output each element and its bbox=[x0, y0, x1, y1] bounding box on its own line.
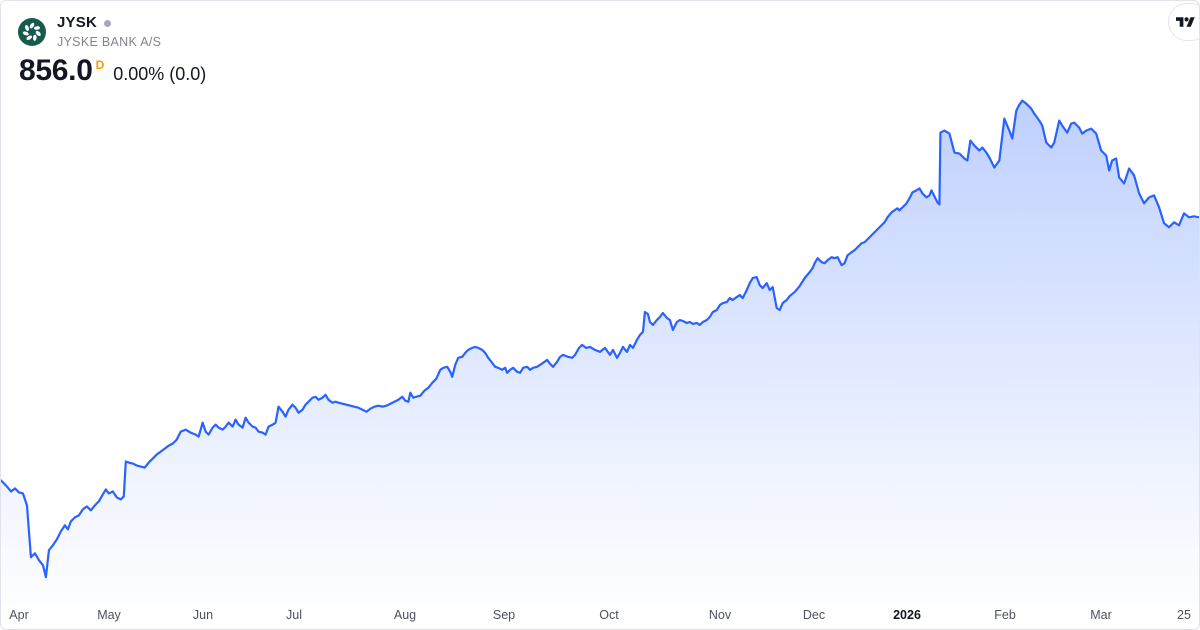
x-axis-label: Oct bbox=[599, 608, 619, 622]
x-axis-label: May bbox=[97, 608, 121, 622]
jyske-bank-logo-icon bbox=[18, 18, 46, 46]
x-axis-label: Apr bbox=[9, 608, 29, 622]
tradingview-logo-badge[interactable] bbox=[1168, 3, 1199, 41]
x-axis-label: Aug bbox=[393, 608, 417, 622]
x-axis-label: Feb bbox=[994, 608, 1016, 622]
x-axis-label: Sep bbox=[492, 608, 516, 622]
x-axis-label: Nov bbox=[708, 608, 732, 622]
area-fill bbox=[1, 100, 1199, 604]
symbol-ticker: JYSK bbox=[57, 14, 97, 31]
x-axis-label: Dec bbox=[802, 608, 826, 622]
x-axis-label: Jun bbox=[192, 608, 214, 622]
market-status-dot-icon bbox=[104, 19, 111, 27]
x-axis-label: Mar bbox=[1090, 608, 1112, 622]
price-line bbox=[1, 99, 1199, 579]
x-axis-label: Jul bbox=[286, 608, 302, 622]
x-axis-label: 2026 bbox=[893, 608, 921, 622]
x-axis-label: 25 bbox=[1177, 608, 1191, 622]
x-axis: Apr May Jun Jul Aug Sep Oct Nov Dec 2026 Feb Mar 25 bbox=[1, 599, 1199, 629]
last-price: 856.0 bbox=[19, 54, 93, 87]
tradingview-logo-icon bbox=[1176, 16, 1195, 27]
price-change: 0.00% (0.0) bbox=[113, 64, 207, 84]
widget-header: JYSK JYSKE BANK A/S 856.0 D 0.00% (0.0) bbox=[18, 15, 206, 86]
interval-badge: D bbox=[95, 58, 105, 72]
company-name: JYSKE BANK A/S bbox=[57, 35, 162, 49]
